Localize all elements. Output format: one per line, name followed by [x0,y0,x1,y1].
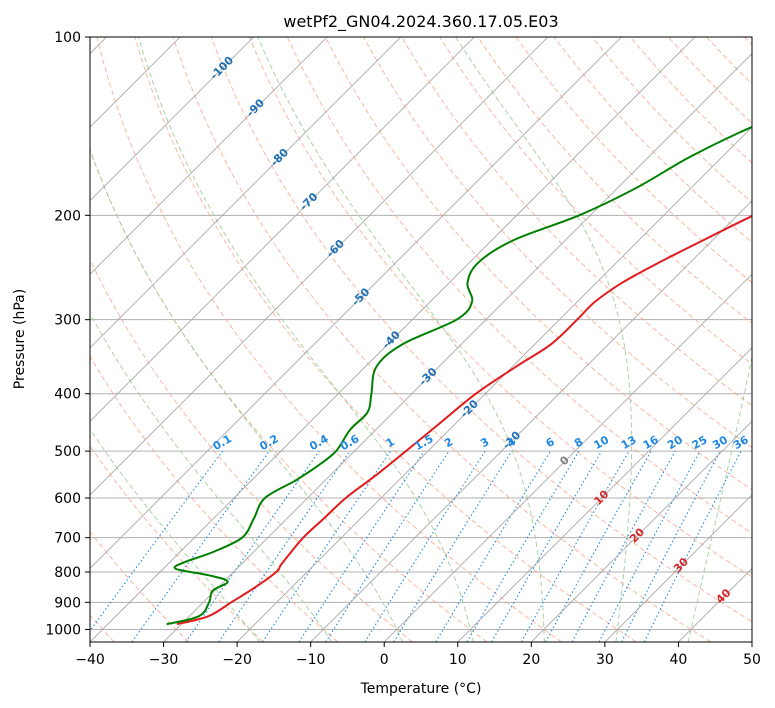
isotherm-line [310,200,752,642]
y-tick-label: 500 [54,444,81,460]
x-tick-label: 20 [522,652,540,668]
isotherm-line [236,126,752,642]
isotherm-line [90,37,475,422]
isotherm-line [90,37,622,570]
mixing-ratio-line [364,450,486,642]
isotherm-line [163,52,752,642]
plot-area: -100-90-80-70-60-50-40-30-20-10010203040… [89,36,753,643]
x-tick-label: −10 [296,652,326,668]
pressure-gridlines [90,37,752,630]
dry-adiabat-line [96,37,562,642]
isotherm-line [383,273,752,642]
y-tick-label: 300 [54,313,81,329]
mixing-ratio-line [491,450,603,642]
chart-title: wetPf2_GN04.2024.360.17.05.E03 [283,12,558,32]
dry-adiabat-line [591,37,752,204]
x-tick-label: 40 [670,652,688,668]
mixing-ratio-line [393,450,513,642]
mixing-ratio-lines [90,450,742,642]
isotherm-line [90,37,696,642]
x-tick-label: 10 [449,652,467,668]
y-axis-label: Pressure (hPa) [12,289,28,389]
x-tick-label: 30 [596,652,614,668]
isotherm-line [604,494,752,642]
isotherm-line [531,420,752,642]
moist-adiabat-line [138,37,474,642]
y-tick-label: 1000 [45,622,81,638]
mixing-ratio-line [131,450,270,642]
isotherm-line [457,347,752,642]
dry-adiabat-line [210,37,752,623]
dry-adiabat-line [515,37,752,284]
x-tick-label: −30 [149,652,179,668]
dry-adiabat-line [401,37,752,407]
dry-adiabat-line [286,37,752,534]
mixing-ratio-line [435,450,551,642]
dry-adiabat-line [477,37,752,324]
dry-adiabat-line [172,37,712,642]
isotherm-line [751,641,752,642]
moist-adiabat-line [257,37,545,642]
dry-adiabat-line [90,445,264,642]
dry-adiabat-line [439,37,752,365]
y-tick-label: 800 [54,565,81,581]
x-tick-label: −20 [222,652,252,668]
isotherm-line [90,37,402,349]
dry-adiabat-line [363,37,752,449]
y-tick-label: 100 [54,30,81,46]
y-tick-label: 700 [54,531,81,547]
dry-adiabat-line [325,37,752,491]
dry-adiabat-line [90,258,413,642]
sounding-profiles [166,125,752,626]
x-axis-label: Temperature (°C) [360,681,482,697]
x-tick-label: 50 [743,652,761,668]
dewpoint-profile-line [166,125,752,626]
y-tick-label: 200 [54,208,81,224]
mixing-ratio-line [325,450,450,642]
plot-frame [89,36,753,643]
y-tick-label: 600 [54,491,81,507]
mixing-ratio-line [571,450,676,642]
y-axis: 1000 900 800 700 600 500 400 300 200 100 [45,30,90,638]
mixing-ratio-line [218,450,351,642]
dry-adiabats [90,37,752,642]
y-tick-label: 400 [54,387,81,403]
mixing-ratio-line [521,450,630,642]
moist-adiabat-line [90,428,261,642]
x-tick-label: −40 [75,652,105,668]
y-tick-label: 900 [54,595,81,611]
moist-adiabats [90,37,752,642]
x-axis: −40 −30 −20 −10 0 10 20 30 40 50 [75,642,761,668]
x-tick-label: 0 [380,652,389,668]
isotherm-line [90,37,328,275]
mixing-ratio-line [90,450,223,632]
mixing-ratio-line [466,450,580,642]
moist-adiabat-line [687,355,752,642]
isotherm-line [90,37,549,496]
isotherms [90,37,752,642]
dry-adiabat-line [134,37,637,642]
moist-adiabat-line [90,148,404,642]
moist-adiabat-line [90,312,333,642]
isotherm-line [90,37,254,202]
plot-background [90,37,752,642]
mixing-ratio-line [185,450,320,642]
temperature-profile-line [176,214,752,626]
